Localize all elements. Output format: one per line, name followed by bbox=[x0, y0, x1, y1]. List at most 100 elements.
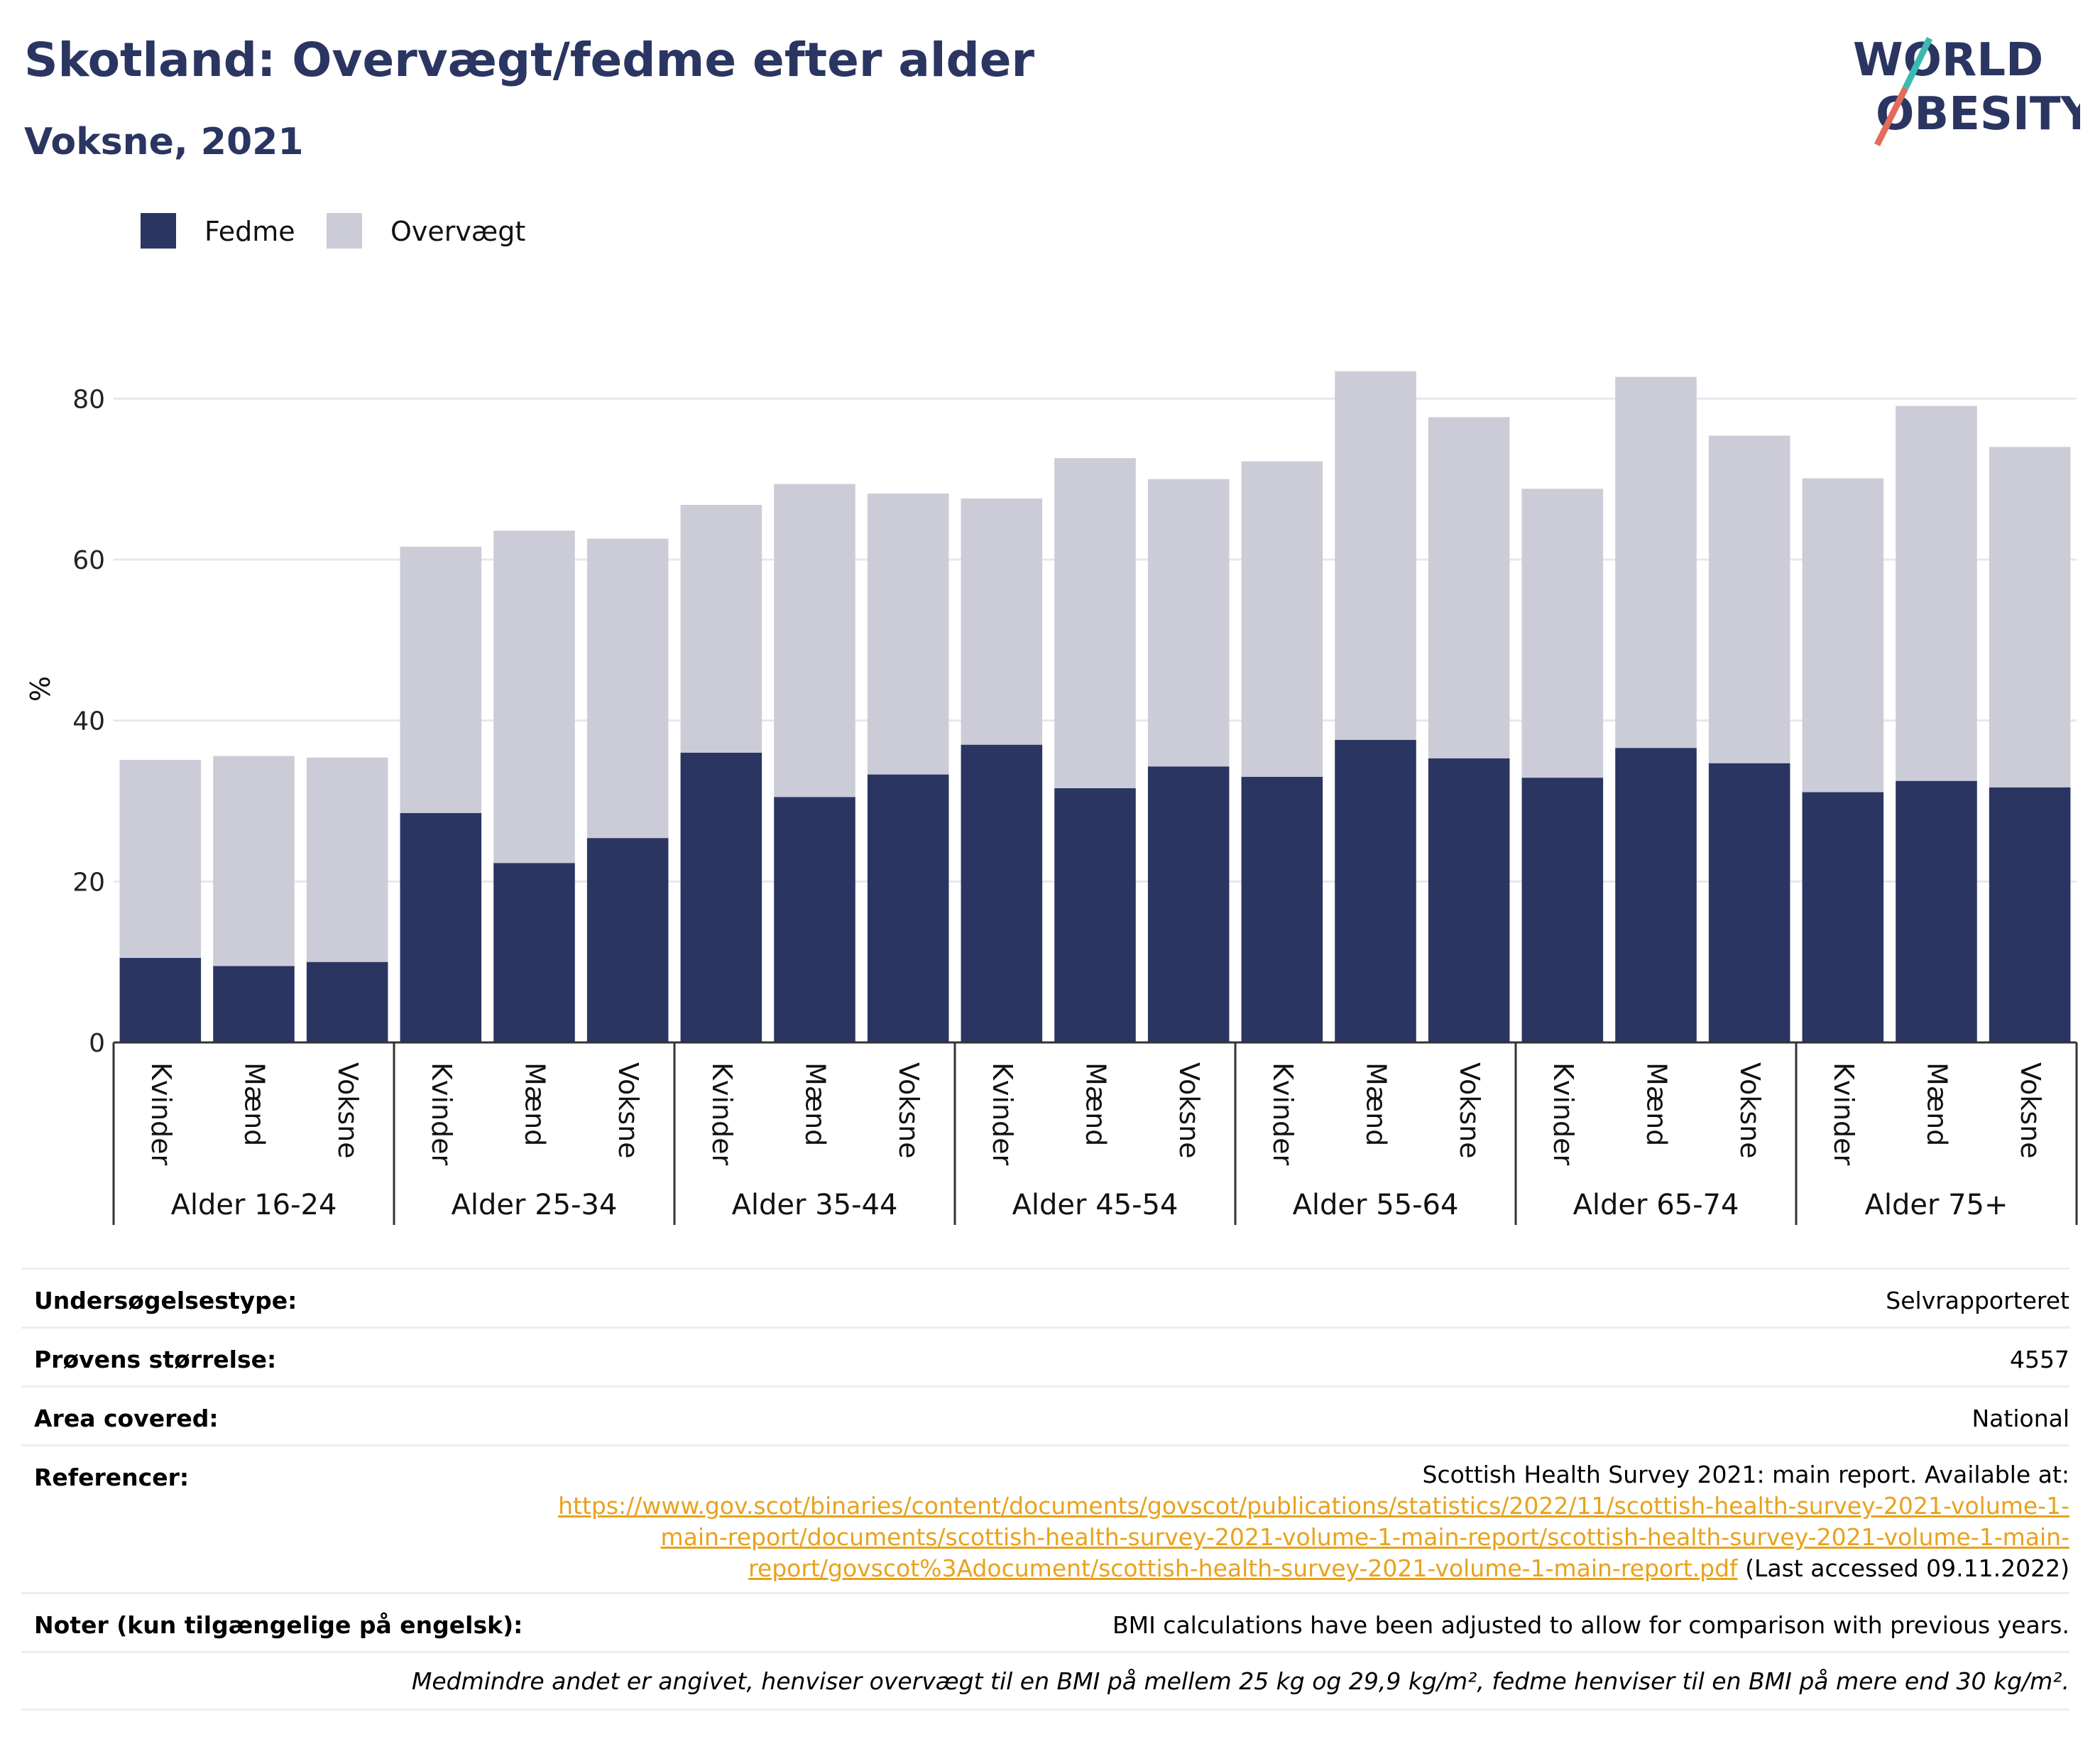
x-tick-label: Mænd bbox=[1081, 1062, 1112, 1146]
bar-overvaegt bbox=[1147, 479, 1230, 767]
logo-line1: WORLD bbox=[1853, 34, 2043, 87]
x-tick-label: Voksne bbox=[2015, 1062, 2046, 1159]
info-label: Noter (kun tilgængelige på engelsk): bbox=[34, 1611, 523, 1639]
y-tick-label: 0 bbox=[89, 1029, 105, 1058]
x-tick-label: Voksne bbox=[893, 1062, 924, 1159]
world-obesity-logo: WORLD OBESITY bbox=[1853, 34, 2080, 147]
x-tick-label: Kvinder bbox=[146, 1062, 177, 1166]
bar-overvaegt bbox=[1615, 376, 1697, 748]
bar-fedme bbox=[213, 966, 295, 1042]
bar-fedme bbox=[400, 813, 482, 1042]
x-tick-label: Mænd bbox=[239, 1062, 270, 1146]
bar-overvaegt bbox=[1241, 461, 1323, 778]
group-label: Alder 16-24 bbox=[171, 1189, 337, 1221]
bar-overvaegt bbox=[774, 484, 855, 797]
x-tick-label: Mænd bbox=[800, 1062, 831, 1146]
bar-fedme bbox=[1896, 780, 1977, 1042]
bar-overvaegt bbox=[1335, 371, 1416, 740]
bar-fedme bbox=[586, 838, 669, 1042]
info-row-sample-size: Prøvens størrelse: 4557 bbox=[21, 1326, 2069, 1385]
x-tick-label: Kvinder bbox=[1267, 1062, 1298, 1166]
x-tick-label: Voksne bbox=[332, 1062, 363, 1159]
x-tick-label: Kvinder bbox=[987, 1062, 1018, 1166]
legend-label-overvaegt: Overvægt bbox=[390, 216, 526, 247]
reference-link-part2[interactable]: main-report/documents/scottish-health-su… bbox=[660, 1523, 2069, 1551]
chart-subtitle: Voksne, 2021 bbox=[24, 121, 304, 163]
stacked-bar-chart: 0 20 40 60 80% Kvinder Mænd Voksne Kvinder Mænd Vo… bbox=[25, 371, 2078, 1225]
bar-fedme bbox=[1241, 777, 1323, 1042]
logo-line2: OBESITY bbox=[1876, 88, 2080, 141]
group-label: Alder 65-74 bbox=[1573, 1189, 1739, 1221]
x-tick-label: Mænd bbox=[1922, 1062, 1953, 1146]
reference-link-part1[interactable]: https://www.gov.scot/binaries/content/do… bbox=[558, 1492, 2069, 1520]
info-value: National bbox=[1972, 1405, 2069, 1432]
bar-overvaegt bbox=[1428, 417, 1510, 758]
reference-link-part3[interactable]: report/govscot%3Adocument/scottish-healt… bbox=[748, 1554, 1738, 1582]
bar-overvaegt bbox=[1896, 405, 1977, 781]
info-table: Undersøgelsestype: Selvrapporteret Prøve… bbox=[21, 1268, 2069, 1711]
info-value: 4557 bbox=[2010, 1346, 2069, 1373]
info-label: Prøvens størrelse: bbox=[34, 1346, 277, 1373]
x-tick-label: Mænd bbox=[1641, 1062, 1673, 1146]
bar-overvaegt bbox=[213, 756, 295, 966]
bar-fedme bbox=[867, 774, 949, 1042]
bar-overvaegt bbox=[680, 504, 762, 753]
bar-fedme bbox=[1428, 758, 1510, 1042]
bar-fedme bbox=[1615, 748, 1697, 1042]
bar-overvaegt bbox=[119, 760, 202, 959]
legend-swatch-fedme bbox=[141, 213, 176, 249]
bar-overvaegt bbox=[867, 494, 949, 775]
reference-accessed: (Last accessed 09.11.2022) bbox=[1737, 1554, 2069, 1582]
bar-fedme bbox=[1989, 787, 2071, 1042]
bar-fedme bbox=[306, 961, 388, 1042]
info-label: Undersøgelsestype: bbox=[34, 1287, 297, 1314]
bar-overvaegt bbox=[1802, 478, 1884, 792]
bar-fedme bbox=[1335, 739, 1416, 1042]
group-label: Alder 75+ bbox=[1864, 1189, 2008, 1221]
group-label: Alder 25-34 bbox=[452, 1189, 618, 1221]
bar-fedme bbox=[1521, 778, 1604, 1042]
bar-overvaegt bbox=[306, 757, 388, 962]
bar-fedme bbox=[493, 863, 575, 1042]
y-tick-label: 80 bbox=[72, 385, 105, 414]
bar-overvaegt bbox=[1054, 458, 1136, 788]
bar-fedme bbox=[774, 797, 855, 1042]
bar-overvaegt bbox=[400, 546, 482, 814]
group-label: Alder 55-64 bbox=[1293, 1189, 1459, 1221]
bar-overvaegt bbox=[961, 498, 1043, 745]
x-tick-label: Mænd bbox=[520, 1062, 551, 1146]
x-tick-label: Mænd bbox=[1361, 1062, 1392, 1146]
x-tick-label: Voksne bbox=[1454, 1062, 1485, 1159]
x-tick-label: Kvinder bbox=[426, 1062, 457, 1166]
info-label: Referencer: bbox=[34, 1464, 190, 1491]
bar-overvaegt bbox=[1989, 447, 2071, 788]
x-tick-label: Voksne bbox=[613, 1062, 644, 1159]
bar-fedme bbox=[1708, 763, 1790, 1042]
bar-overvaegt bbox=[1708, 435, 1790, 763]
bar-overvaegt bbox=[1521, 489, 1604, 778]
footnote-row: Medmindre andet er angivet, henviser ove… bbox=[21, 1651, 2069, 1711]
x-tick-label: Kvinder bbox=[1548, 1062, 1579, 1166]
legend-swatch-overvaegt bbox=[327, 213, 362, 249]
bar-fedme bbox=[1802, 792, 1884, 1042]
chart-title: Skotland: Overvægt/fedme efter alder bbox=[24, 33, 1035, 87]
logo-slash-teal bbox=[1902, 37, 1933, 89]
bar-fedme bbox=[1147, 766, 1230, 1042]
bar-fedme bbox=[1054, 788, 1136, 1042]
info-value: Selvrapporteret bbox=[1886, 1287, 2069, 1314]
bar-overvaegt bbox=[586, 538, 669, 839]
bar-fedme bbox=[961, 744, 1043, 1042]
x-tick-label: Voksne bbox=[1174, 1062, 1205, 1159]
group-label: Alder 35-44 bbox=[732, 1189, 898, 1221]
reference-text: Scottish Health Survey 2021: main report… bbox=[558, 1459, 2069, 1584]
bar-fedme bbox=[680, 753, 762, 1042]
logo-slash-coral bbox=[1874, 86, 1909, 147]
info-row-references: Referencer: Scottish Health Survey 2021:… bbox=[21, 1444, 2069, 1592]
legend-label-fedme: Fedme bbox=[204, 216, 295, 247]
x-tick-label: Kvinder bbox=[706, 1062, 738, 1166]
y-tick-label: 20 bbox=[72, 868, 105, 897]
info-value: BMI calculations have been adjusted to a… bbox=[1112, 1611, 2069, 1639]
reference-title: Scottish Health Survey 2021: main report… bbox=[1422, 1461, 2070, 1488]
bar-overvaegt bbox=[493, 530, 575, 863]
footnote: Medmindre andet er angivet, henviser ove… bbox=[411, 1667, 2069, 1695]
